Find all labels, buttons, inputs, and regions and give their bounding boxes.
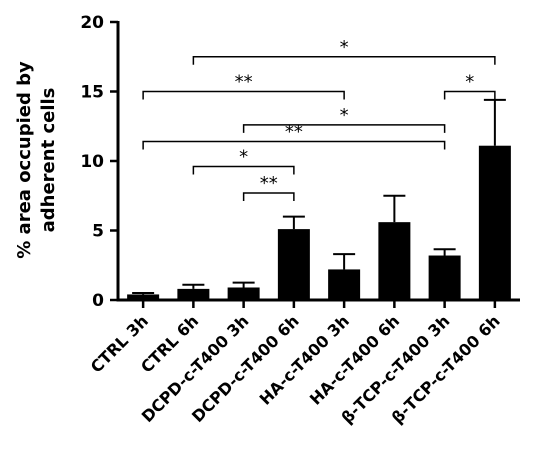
significance-bracket — [443, 90, 496, 100]
x-category-label: HA-c-T400 3h — [256, 311, 353, 408]
significance-bracket — [192, 56, 496, 65]
y-axis-ticks: 0 5 10 15 20 — [80, 13, 118, 311]
bar — [127, 294, 160, 300]
significance-label: * — [340, 105, 349, 126]
significance-label: ** — [285, 122, 303, 143]
y-tick-label: 10 — [80, 152, 104, 172]
significance-bracket — [192, 165, 295, 175]
significance-bracket — [242, 124, 446, 133]
y-axis-title-line-1: % area occupied by — [14, 61, 35, 259]
significance-label: * — [340, 37, 349, 58]
significance-brackets: *** ******* — [142, 37, 496, 201]
x-category-label: HA-c-T400 6h — [306, 311, 403, 408]
bar — [177, 288, 210, 300]
bar — [227, 287, 260, 300]
y-axis-title: % area occupied by adherent cells — [14, 61, 59, 259]
y-tick-label: 15 — [80, 83, 104, 103]
significance-label: * — [239, 147, 248, 168]
bar — [428, 255, 461, 300]
y-tick-label: 0 — [92, 291, 104, 311]
significance-bracket — [142, 140, 446, 150]
significance-bracket — [242, 192, 295, 201]
bar — [328, 269, 361, 300]
bars — [127, 145, 511, 300]
significance-label: * — [465, 72, 474, 93]
bar — [378, 222, 411, 300]
axes — [116, 21, 520, 308]
error-bars — [132, 98, 506, 295]
y-tick-label: 20 — [80, 13, 104, 33]
significance-label: ** — [260, 173, 278, 194]
bar — [277, 229, 310, 300]
significance-bracket — [142, 90, 345, 100]
significance-label: ** — [235, 72, 253, 93]
y-axis-title-line-2: adherent cells — [38, 88, 59, 233]
bar — [478, 145, 511, 300]
y-tick-label: 5 — [92, 222, 104, 242]
